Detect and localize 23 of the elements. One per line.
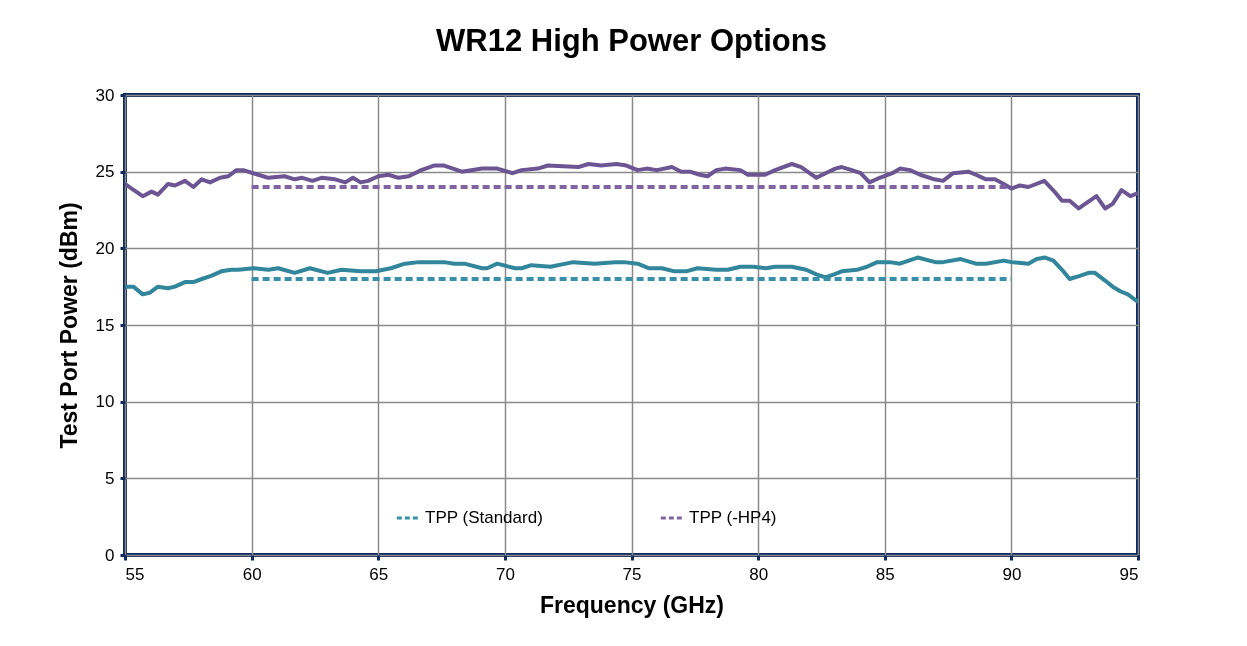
x-tick-label: 85 (875, 564, 895, 584)
x-axis-title: Frequency (GHz) (539, 591, 725, 618)
x-tick-label: 70 (495, 564, 515, 584)
chart-title: WR12 High Power Options (436, 23, 827, 58)
x-tick-label: 75 (622, 564, 642, 584)
legend-label: TPP (-HP4) (689, 508, 777, 527)
x-tick-label: 60 (242, 564, 262, 584)
y-tick-label: 0 (105, 545, 115, 565)
y-tick-label: 15 (95, 315, 115, 335)
x-tick-label: 80 (749, 564, 769, 584)
y-tick-label: 20 (95, 238, 115, 258)
line-series (125, 162, 1138, 211)
y-axis-title: Test Port Power (dBm) (55, 202, 82, 449)
x-tick-label: 90 (1002, 564, 1022, 584)
x-tick-label: 65 (369, 564, 389, 584)
x-tick-label: 95 (1119, 564, 1139, 584)
line-series (125, 255, 1138, 304)
y-tick-label: 10 (95, 392, 115, 412)
y-tick-label: 30 (95, 85, 115, 105)
y-tick-label: 5 (105, 468, 115, 488)
legend-label: TPP (Standard) (425, 508, 543, 527)
y-tick-label: 25 (95, 162, 115, 182)
x-tick-label: 55 (125, 564, 145, 584)
